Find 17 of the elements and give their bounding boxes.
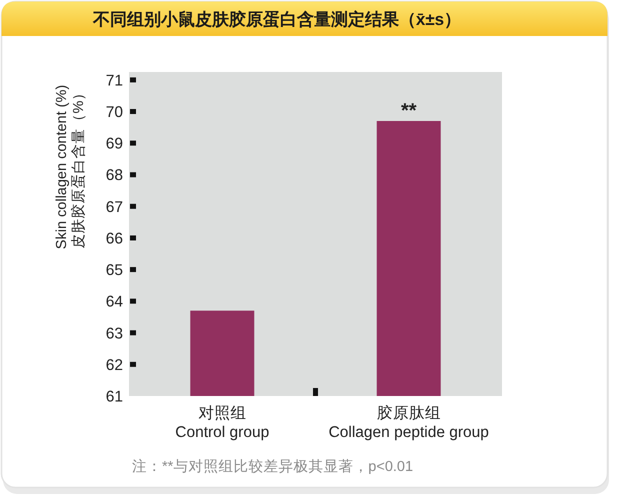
title: 不同组别小鼠皮肤胶原蛋白含量测定结果（x̄±s） <box>92 10 462 29</box>
y-tick-label: 67 <box>106 198 123 216</box>
annotation: ** <box>400 100 417 122</box>
y-tick-label: 66 <box>106 230 123 248</box>
y-tick-label: 68 <box>106 167 123 184</box>
y-tick-label: 64 <box>106 294 124 311</box>
y-tick-label: 69 <box>106 136 123 153</box>
y-tick-label: 62 <box>106 356 123 374</box>
y-tick-label: 61 <box>106 388 123 406</box>
y-tick-label: 71 <box>106 72 123 90</box>
y-tick-label: 70 <box>106 104 124 122</box>
x-tick-label: 对照组 Control group <box>175 404 270 441</box>
x-tick-label: 胶原肽组 Collagen peptide group <box>328 404 489 441</box>
y-tick-label: 63 <box>106 325 123 342</box>
text: 注：**与对照组比较差异极其显著，p<0.01 <box>132 458 414 475</box>
y-axis-title: Skin collagen content (%) 皮肤胶原蛋白含量（%） <box>54 84 87 250</box>
y-tick-label: 65 <box>106 262 123 280</box>
